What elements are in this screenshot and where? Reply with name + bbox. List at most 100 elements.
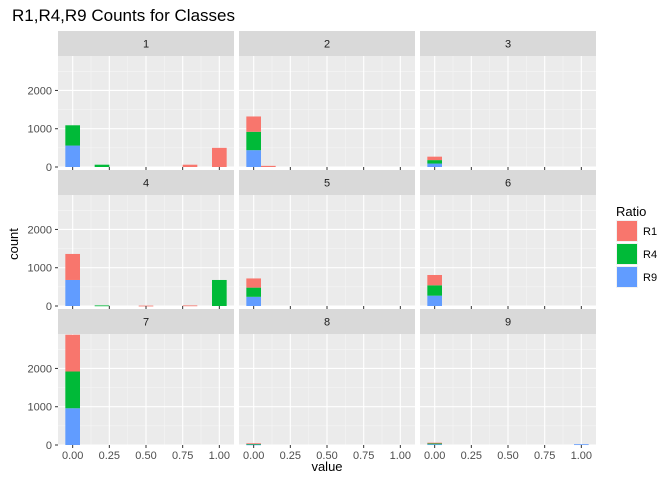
x-tick-label: 0.50 — [316, 450, 337, 462]
bar-r1 — [246, 443, 261, 445]
bar-r9 — [574, 444, 589, 446]
bar-r1 — [182, 164, 198, 167]
y-tick-label: 0 — [46, 301, 52, 313]
legend-item-r9: R9 — [616, 266, 657, 288]
y-tick-label: 2000 — [28, 224, 52, 236]
y-tick-label: 2000 — [28, 85, 52, 97]
facet-strip — [420, 31, 596, 56]
bar-r1 — [246, 278, 261, 288]
facet-strip — [239, 309, 415, 334]
bar-r9 — [427, 295, 442, 306]
facet-strip-label: 4 — [143, 178, 149, 190]
facet-panel-9: 9 0.00 0.25 0.50 0.75 1.00 — [420, 309, 596, 462]
facet-strip — [58, 31, 234, 56]
bar-r4 — [427, 443, 442, 445]
y-tick-label: 1000 — [28, 263, 52, 275]
bar-r1 — [182, 305, 198, 307]
bar-r9 — [246, 150, 261, 167]
y-tick-label: 1000 — [28, 124, 52, 136]
legend-label: R4 — [643, 249, 657, 261]
legend-title: Ratio — [616, 204, 646, 219]
facet-panel-6: 6 — [420, 170, 596, 309]
facet-strip-label: 5 — [324, 178, 330, 190]
bar-r4 — [212, 279, 227, 306]
chart-title: R1,R4,R9 Counts for Classes — [12, 6, 235, 25]
legend-item-r4: R4 — [616, 243, 657, 265]
bar-r1 — [261, 165, 276, 167]
legend-label: R1 — [643, 226, 657, 238]
x-axis-title: value — [311, 459, 342, 474]
facet-strip-label: 8 — [324, 317, 330, 329]
bar-r9 — [65, 279, 80, 306]
facet-panel-7: 7 0 1000 2000 0.00 0.25 0.50 0.75 1.00 — [28, 309, 234, 462]
facet-strip — [239, 31, 415, 56]
bar-r4 — [65, 371, 80, 409]
legend-swatch — [617, 221, 637, 241]
facet-strip — [420, 309, 596, 334]
facet-strip-label: 9 — [505, 317, 511, 329]
x-tick-label: 0.75 — [353, 450, 374, 462]
bar-r9 — [427, 163, 442, 167]
facet-grid: 1 0 1000 2000 2 3 4 0 1000 2000 5 6 7 0 1000 2000 0.00 0.… — [28, 31, 596, 462]
legend-label: R9 — [643, 272, 657, 284]
y-tick-label: 2000 — [28, 363, 52, 375]
bar-r1 — [246, 116, 261, 132]
facet-strip-label: 2 — [324, 39, 330, 51]
bar-r9 — [427, 444, 442, 446]
bar-r1 — [427, 156, 442, 161]
bar-r9 — [246, 296, 261, 306]
legend-item-r1: R1 — [616, 220, 657, 242]
facet-strip — [58, 309, 234, 334]
facet-strip-label: 1 — [143, 39, 149, 51]
y-tick-label: 0 — [46, 162, 52, 174]
x-tick-label: 0.50 — [135, 450, 156, 462]
x-tick-label: 0.50 — [497, 450, 518, 462]
x-tick-label: 1.00 — [390, 450, 411, 462]
bar-r4 — [65, 125, 80, 146]
facet-strip — [420, 170, 596, 195]
x-tick-label: 0.00 — [62, 450, 83, 462]
bar-r4 — [246, 287, 261, 297]
y-tick-label: 1000 — [28, 402, 52, 414]
x-tick-label: 0.00 — [424, 450, 445, 462]
bar-r9 — [65, 408, 80, 445]
y-axis-title: count — [6, 228, 21, 260]
facet-strip-label: 6 — [505, 178, 511, 190]
bar-r1 — [212, 147, 227, 167]
facet-strip-label: 3 — [505, 39, 511, 51]
facet-panel-1: 1 0 1000 2000 — [28, 31, 234, 174]
x-tick-label: 0.75 — [534, 450, 555, 462]
bar-r4 — [427, 160, 442, 164]
facet-strip — [239, 170, 415, 195]
y-tick-label: 0 — [46, 440, 52, 452]
bar-r1 — [427, 442, 442, 444]
bar-r1 — [65, 334, 80, 372]
bar-r1 — [65, 253, 80, 280]
facet-panel-4: 4 0 1000 2000 — [28, 170, 234, 313]
x-tick-label: 0.75 — [172, 450, 193, 462]
facet-panel-2: 2 — [239, 31, 415, 170]
bar-r1 — [427, 274, 442, 286]
facet-strip-label: 7 — [143, 317, 149, 329]
bar-r9 — [65, 145, 80, 167]
x-tick-label: 0.25 — [461, 450, 482, 462]
facet-panel-5: 5 — [239, 170, 415, 309]
legend-swatch — [617, 244, 637, 264]
x-tick-label: 0.00 — [243, 450, 264, 462]
x-tick-label: 0.25 — [280, 450, 301, 462]
legend: Ratio R1 R4 R9 — [616, 204, 657, 288]
x-tick-label: 1.00 — [209, 450, 230, 462]
bar-r9 — [246, 444, 261, 446]
bar-r4 — [246, 131, 261, 151]
facet-panel-8: 8 0.00 0.25 0.50 0.75 1.00 — [239, 309, 415, 462]
facet-strip — [58, 170, 234, 195]
facet-panel-3: 3 — [420, 31, 596, 170]
bar-r4 — [427, 285, 442, 296]
bar-r4 — [94, 164, 110, 167]
bar-r4 — [94, 305, 110, 307]
bar-r4 — [246, 443, 261, 445]
x-tick-label: 0.25 — [99, 450, 120, 462]
legend-swatch — [617, 267, 637, 287]
x-tick-label: 1.00 — [571, 450, 592, 462]
